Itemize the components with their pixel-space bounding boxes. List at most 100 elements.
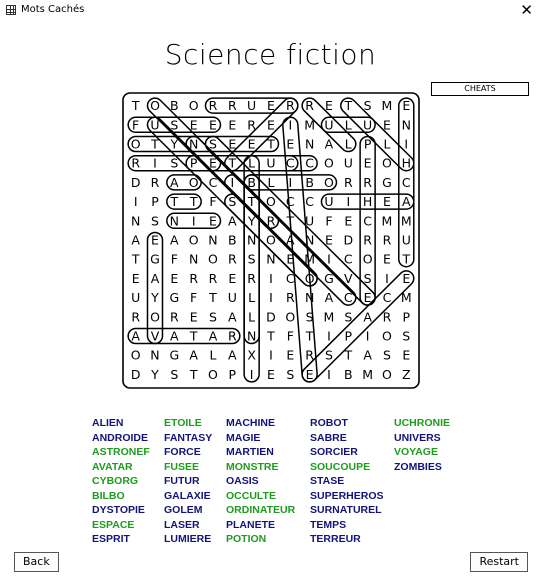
grid-letter[interactable]: C (344, 290, 353, 305)
grid-letter[interactable]: T (131, 252, 140, 267)
grid-letter[interactable]: R (189, 271, 198, 286)
grid-letter[interactable]: A (170, 175, 179, 190)
grid-letter[interactable]: U (228, 290, 237, 305)
grid-letter[interactable]: O (382, 329, 392, 344)
word-grid-svg[interactable]: T O B O R R U E R R E T S M EF U S E E E R E I M U L U E NO T Y N S E E T E N… (121, 91, 421, 390)
grid-letter[interactable]: S (209, 137, 217, 152)
grid-letter[interactable]: P (345, 329, 353, 344)
grid-letter[interactable]: O (150, 98, 160, 113)
grid-letter[interactable]: A (209, 329, 218, 344)
grid-letter[interactable]: R (363, 233, 372, 248)
grid-letter[interactable]: R (286, 290, 295, 305)
grid-letter[interactable]: A (170, 329, 179, 344)
grid-letter[interactable]: M (324, 309, 335, 324)
grid-letter[interactable]: C (286, 271, 295, 286)
grid-letter[interactable]: T (189, 329, 198, 344)
grid-letter[interactable]: A (402, 194, 411, 209)
grid-letter[interactable]: P (190, 156, 198, 171)
grid-letter[interactable]: D (266, 309, 276, 324)
grid-letter[interactable]: M (362, 367, 373, 382)
grid-letter[interactable]: R (267, 213, 276, 228)
grid-letter[interactable]: R (247, 271, 256, 286)
grid-letter[interactable]: A (363, 309, 372, 324)
grid-letter[interactable]: B (344, 367, 353, 382)
grid-letter[interactable]: E (170, 271, 178, 286)
grid-letter[interactable]: H (402, 156, 411, 171)
grid-letter[interactable]: S (364, 98, 372, 113)
grid-letter[interactable]: E (402, 348, 410, 363)
grid-letter[interactable]: E (267, 117, 275, 132)
grid-letter[interactable]: S (209, 309, 217, 324)
grid-letter[interactable]: T (150, 137, 159, 152)
grid-letter[interactable]: I (269, 290, 273, 305)
grid-letter[interactable]: I (230, 175, 234, 190)
grid-letter[interactable]: E (402, 271, 410, 286)
grid-letter[interactable]: N (189, 252, 198, 267)
grid-letter[interactable]: C (363, 213, 372, 228)
grid-letter[interactable]: V (344, 271, 353, 286)
grid-letter[interactable]: P (229, 367, 237, 382)
grid-letter[interactable]: R (247, 117, 256, 132)
grid-letter[interactable]: A (170, 233, 179, 248)
grid-letter[interactable]: U (324, 194, 333, 209)
grid-letter[interactable]: Y (150, 367, 159, 382)
grid-letter[interactable]: A (151, 271, 160, 286)
grid-letter[interactable]: G (382, 175, 392, 190)
grid-letter[interactable]: P (403, 309, 411, 324)
grid-letter[interactable]: U (402, 233, 411, 248)
grid-letter[interactable]: L (383, 137, 390, 152)
grid-letter[interactable]: U (266, 156, 275, 171)
grid-letter[interactable]: F (209, 194, 216, 209)
grid-letter[interactable]: O (189, 98, 199, 113)
grid-letter[interactable]: U (324, 117, 333, 132)
grid-letter[interactable]: R (344, 175, 353, 190)
grid-letter[interactable]: A (286, 233, 295, 248)
grid-letter[interactable]: T (227, 156, 236, 171)
grid-letter[interactable]: O (363, 252, 373, 267)
grid-letter[interactable]: M (382, 98, 393, 113)
grid-letter[interactable]: O (382, 367, 392, 382)
grid-letter[interactable]: L (248, 156, 255, 171)
grid-letter[interactable]: T (208, 290, 217, 305)
grid-letter[interactable]: H (363, 194, 372, 209)
grid-letter[interactable]: N (305, 137, 314, 152)
grid-letter[interactable]: D (131, 175, 141, 190)
grid-letter[interactable]: N (305, 233, 314, 248)
grid-letter[interactable]: U (150, 117, 159, 132)
grid-letter[interactable]: O (266, 233, 276, 248)
grid-letter[interactable]: C (305, 156, 314, 171)
grid-letter[interactable]: G (169, 290, 179, 305)
grid-letter[interactable]: V (151, 329, 160, 344)
grid-letter[interactable]: Y (169, 137, 178, 152)
grid-letter[interactable]: I (327, 252, 331, 267)
grid-letter[interactable]: S (151, 213, 159, 228)
grid-letter[interactable]: E (364, 156, 372, 171)
grid-letter[interactable]: E (228, 117, 236, 132)
grid-letter[interactable]: U (363, 117, 372, 132)
grid-letter[interactable]: D (343, 233, 353, 248)
grid-letter[interactable]: O (324, 156, 334, 171)
grid-letter[interactable]: O (324, 175, 334, 190)
cheats-button[interactable]: CHEATS (431, 82, 529, 96)
grid-letter[interactable]: E (228, 137, 236, 152)
grid-letter[interactable]: R (228, 329, 237, 344)
grid-letter[interactable]: N (170, 213, 179, 228)
grid-letter[interactable]: M (304, 117, 315, 132)
grid-letter[interactable]: P (364, 137, 372, 152)
grid-letter[interactable]: M (401, 213, 412, 228)
grid-letter[interactable]: O (285, 309, 295, 324)
grid-letter[interactable]: C (402, 175, 411, 190)
grid-letter[interactable]: E (286, 348, 294, 363)
grid-letter[interactable]: F (325, 213, 332, 228)
grid-letter[interactable]: A (325, 137, 334, 152)
grid-letter[interactable]: O (189, 233, 199, 248)
grid-letter[interactable]: F (171, 252, 178, 267)
grid-letter[interactable]: O (150, 309, 160, 324)
grid-letter[interactable]: M (304, 252, 315, 267)
grid-letter[interactable]: E (402, 98, 410, 113)
grid-letter[interactable]: F (287, 329, 294, 344)
grid-letter[interactable]: T (131, 98, 140, 113)
grid-letter[interactable]: E (364, 290, 372, 305)
grid-letter[interactable]: E (383, 117, 391, 132)
grid-letter[interactable]: O (266, 194, 276, 209)
